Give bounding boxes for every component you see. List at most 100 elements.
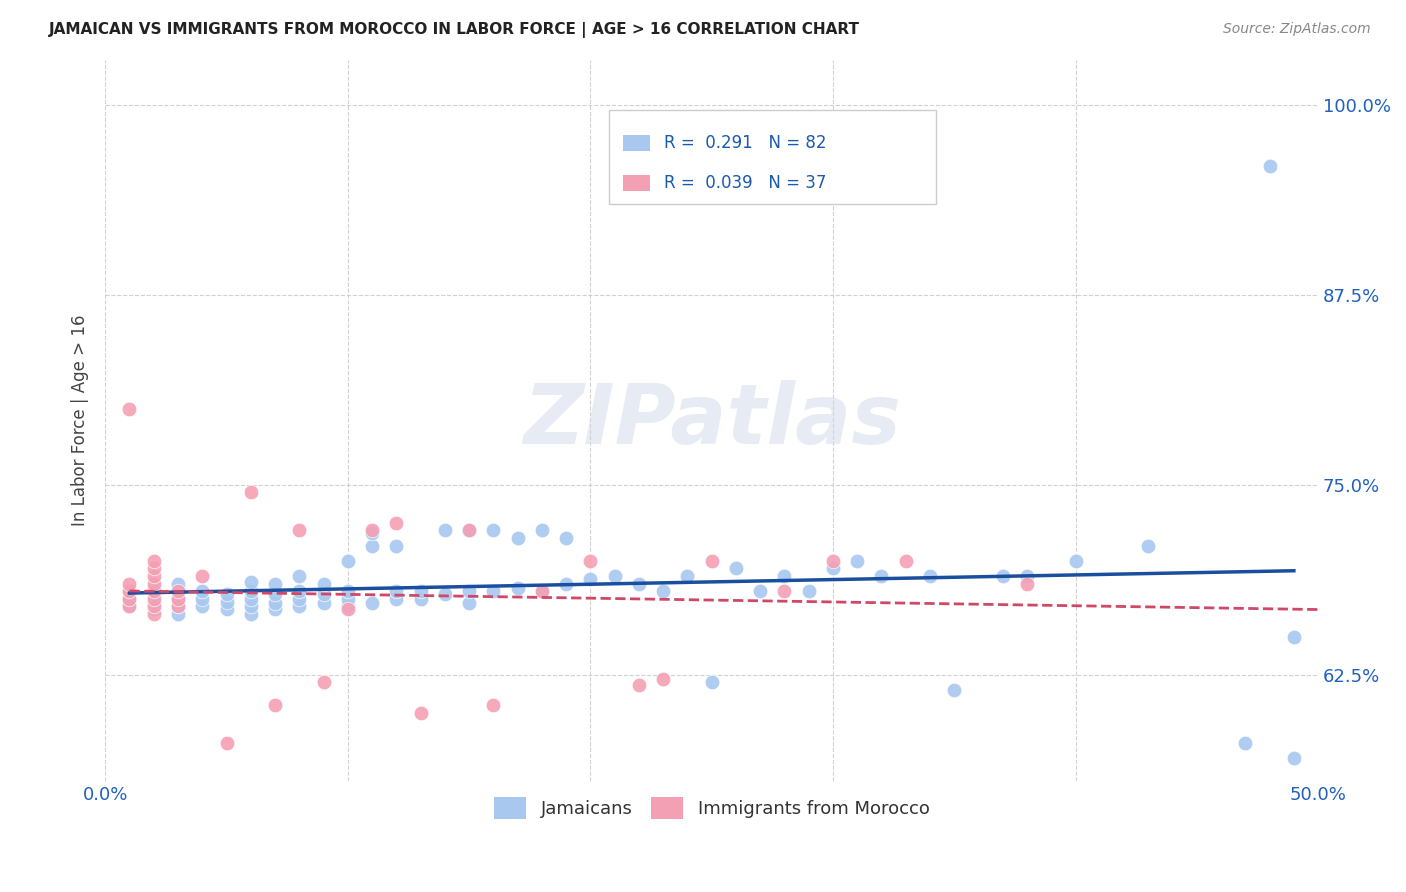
- Point: [821, 561, 844, 575]
- Point: [191, 569, 214, 583]
- Text: JAMAICAN VS IMMIGRANTS FROM MOROCCO IN LABOR FORCE | AGE > 16 CORRELATION CHART: JAMAICAN VS IMMIGRANTS FROM MOROCCO IN L…: [49, 22, 860, 38]
- Point: [215, 587, 238, 601]
- Point: [385, 584, 408, 599]
- Point: [264, 576, 287, 591]
- Point: [797, 584, 820, 599]
- Point: [1064, 554, 1087, 568]
- Point: [215, 736, 238, 750]
- Point: [821, 554, 844, 568]
- Point: [361, 524, 384, 538]
- Point: [870, 569, 893, 583]
- Point: [142, 591, 165, 606]
- Point: [336, 599, 359, 614]
- Point: [385, 516, 408, 530]
- Point: [991, 569, 1014, 583]
- Point: [700, 675, 723, 690]
- Y-axis label: In Labor Force | Age > 16: In Labor Force | Age > 16: [72, 315, 89, 526]
- Point: [118, 584, 141, 599]
- Point: [288, 569, 311, 583]
- Point: [142, 554, 165, 568]
- Point: [1015, 569, 1038, 583]
- Point: [506, 531, 529, 545]
- Point: [288, 584, 311, 599]
- Point: [142, 561, 165, 575]
- Point: [1234, 736, 1257, 750]
- Point: [142, 596, 165, 610]
- Point: [409, 706, 432, 720]
- Text: ZIPatlas: ZIPatlas: [523, 380, 901, 461]
- Point: [1282, 751, 1305, 765]
- Point: [409, 591, 432, 606]
- Point: [215, 595, 238, 609]
- Point: [555, 576, 578, 591]
- Point: [409, 584, 432, 599]
- Point: [336, 602, 359, 616]
- Point: [773, 584, 796, 599]
- Point: [724, 561, 747, 575]
- Point: [239, 584, 262, 599]
- Legend: Jamaicans, Immigrants from Morocco: Jamaicans, Immigrants from Morocco: [486, 789, 936, 826]
- Point: [142, 569, 165, 583]
- Point: [142, 602, 165, 616]
- Point: [167, 599, 190, 614]
- Point: [385, 591, 408, 606]
- Point: [167, 599, 190, 614]
- Bar: [609, 110, 936, 204]
- Point: [1258, 159, 1281, 173]
- Point: [530, 584, 553, 599]
- Point: [264, 602, 287, 616]
- Point: [943, 682, 966, 697]
- Point: [894, 554, 917, 568]
- Point: [1015, 576, 1038, 591]
- Point: [433, 587, 456, 601]
- Bar: [623, 135, 650, 151]
- Point: [336, 591, 359, 606]
- Point: [700, 554, 723, 568]
- Point: [458, 524, 481, 538]
- Point: [361, 539, 384, 553]
- Point: [239, 599, 262, 614]
- Point: [627, 678, 650, 692]
- Point: [288, 591, 311, 606]
- Point: [579, 554, 602, 568]
- Point: [555, 531, 578, 545]
- Point: [142, 599, 165, 614]
- Point: [482, 698, 505, 712]
- Point: [918, 569, 941, 583]
- Point: [846, 554, 869, 568]
- Point: [142, 576, 165, 591]
- Point: [579, 572, 602, 586]
- Point: [361, 526, 384, 541]
- Point: [652, 672, 675, 686]
- Point: [749, 584, 772, 599]
- Point: [118, 584, 141, 599]
- Text: R =  0.291   N = 82: R = 0.291 N = 82: [665, 134, 827, 152]
- Point: [482, 584, 505, 599]
- Point: [118, 591, 141, 606]
- Point: [118, 599, 141, 614]
- Point: [458, 524, 481, 538]
- Point: [167, 591, 190, 606]
- Point: [603, 569, 626, 583]
- Point: [312, 596, 335, 610]
- Point: [773, 569, 796, 583]
- Point: [361, 596, 384, 610]
- Point: [433, 524, 456, 538]
- Point: [167, 576, 190, 591]
- Point: [118, 401, 141, 416]
- Point: [627, 576, 650, 591]
- Point: [142, 587, 165, 601]
- Point: [312, 675, 335, 690]
- Point: [506, 581, 529, 595]
- Point: [142, 584, 165, 599]
- Point: [167, 584, 190, 599]
- Point: [118, 591, 141, 606]
- Point: [191, 591, 214, 606]
- Point: [336, 554, 359, 568]
- Point: [530, 524, 553, 538]
- Point: [1137, 539, 1160, 553]
- Bar: [623, 176, 650, 191]
- Point: [142, 581, 165, 595]
- Point: [191, 599, 214, 614]
- Point: [167, 607, 190, 621]
